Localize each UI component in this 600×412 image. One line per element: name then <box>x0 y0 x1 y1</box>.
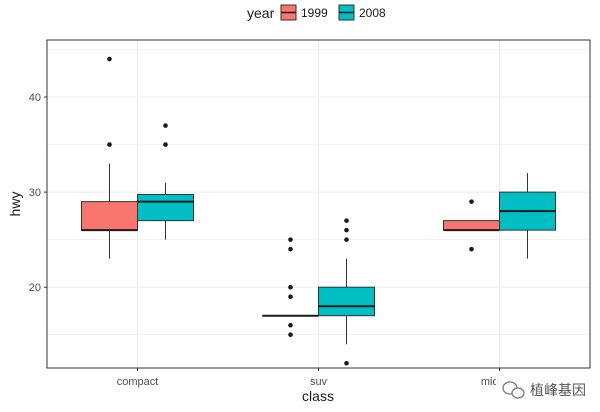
outlier-point <box>288 322 293 328</box>
legend: year 1999 2008 <box>247 4 386 21</box>
outlier-point <box>469 199 474 204</box>
y-tick-label: 40 <box>29 92 41 104</box>
y-tick-label: 30 <box>29 187 41 199</box>
boxes <box>81 56 556 366</box>
box-body <box>318 286 375 317</box>
y-axis-title: hwy <box>7 192 23 217</box>
watermark: 植峰基因 <box>496 376 600 404</box>
outlier-point <box>344 227 349 233</box>
legend-title: year <box>247 5 275 21</box>
legend-item-1999: 1999 <box>280 4 328 21</box>
wechat-icon <box>502 381 525 399</box>
outlier-point <box>107 56 112 62</box>
outlier-point <box>288 246 293 252</box>
box-body <box>81 201 138 231</box>
outlier-point <box>163 123 168 128</box>
y-axis: 20 30 40 <box>29 92 47 294</box>
y-tick-label: 20 <box>29 282 41 294</box>
outlier-point <box>288 332 293 338</box>
outlier-point <box>344 360 349 366</box>
box-compact-2008 <box>137 123 194 240</box>
box-body <box>443 220 500 231</box>
outlier-point <box>163 142 168 147</box>
outlier-point <box>288 237 293 242</box>
x-tick-label-compact: compact <box>117 376 159 388</box>
legend-label: 1999 <box>301 6 328 20</box>
outlier-point <box>107 142 112 147</box>
box-midsize-2008 <box>499 173 556 259</box>
outlier-point <box>344 218 349 223</box>
legend-label: 2008 <box>359 6 386 20</box>
outlier-point <box>469 246 474 252</box>
box-suv-2008 <box>318 218 375 366</box>
box-compact-1999 <box>81 56 138 259</box>
x-axis-title: class <box>302 388 334 404</box>
outlier-point <box>288 284 293 290</box>
legend-item-2008: 2008 <box>338 4 386 21</box>
outlier-point <box>344 237 349 242</box>
box-body <box>137 193 194 222</box>
watermark-text: 植峰基因 <box>530 382 586 399</box>
x-tick-label-suv: suv <box>310 376 328 388</box>
outlier-point <box>288 294 293 299</box>
